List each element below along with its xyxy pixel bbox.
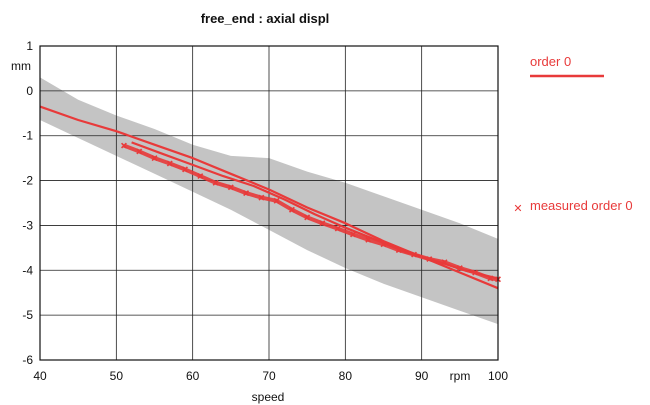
y-tick-label: 1 xyxy=(26,39,33,53)
measured-point xyxy=(350,231,356,238)
measured-point xyxy=(334,225,341,232)
y-axis-label: mm xyxy=(11,59,31,73)
y-tick-label: -1 xyxy=(22,129,33,143)
y-tick-label: -3 xyxy=(22,218,33,232)
y-tick-label: -4 xyxy=(22,263,33,277)
grid-layer xyxy=(39,45,499,361)
x-axis-unit: rpm xyxy=(450,369,471,383)
measured-point xyxy=(197,173,204,180)
legend-x-marker: ✕ xyxy=(513,202,522,215)
measured-point xyxy=(258,194,265,201)
series-layer xyxy=(39,105,501,290)
legend-label-measured-order-0: measured order 0 xyxy=(530,198,633,213)
x-axis-label: speed xyxy=(252,390,285,404)
measured-point xyxy=(273,197,280,204)
legend-label-order-0: order 0 xyxy=(530,54,571,69)
measured-point xyxy=(227,184,234,191)
x-tick-label: 70 xyxy=(262,369,276,383)
x-tick-label: 100 xyxy=(488,369,508,383)
y-tick-label: -2 xyxy=(22,174,33,188)
series-line-2 xyxy=(131,141,499,280)
legend: order 0 ✕ measured order 0 xyxy=(513,54,632,215)
x-tick-label: 60 xyxy=(186,369,200,383)
plot-frame xyxy=(39,45,499,361)
y-tick-labels: 1 0 -1 -2 -3 -4 -5 -6 xyxy=(22,39,33,367)
x-tick-label: 40 xyxy=(33,369,47,383)
chart-title: free_end : axial displ xyxy=(201,11,330,26)
x-tick-label: 50 xyxy=(110,369,124,383)
measured-point xyxy=(182,166,188,173)
x-tick-label: 90 xyxy=(415,369,429,383)
measured-point xyxy=(136,148,143,155)
measured-point xyxy=(319,220,326,227)
measured-point xyxy=(304,214,311,221)
y-tick-label: -6 xyxy=(22,353,33,367)
measured-point xyxy=(151,155,158,162)
measured-trace xyxy=(123,143,499,282)
y-tick-label: 0 xyxy=(26,84,33,98)
measured-point xyxy=(288,206,295,213)
measured-point xyxy=(243,190,250,197)
measured-point xyxy=(166,160,173,167)
plot-frame-layer xyxy=(39,45,499,361)
x-tick-labels: 40 50 60 70 80 90 100 xyxy=(33,369,508,383)
x-tick-label: 80 xyxy=(339,369,353,383)
measured-point xyxy=(212,179,219,186)
y-tick-label: -5 xyxy=(22,308,33,322)
measured-point xyxy=(121,142,127,149)
